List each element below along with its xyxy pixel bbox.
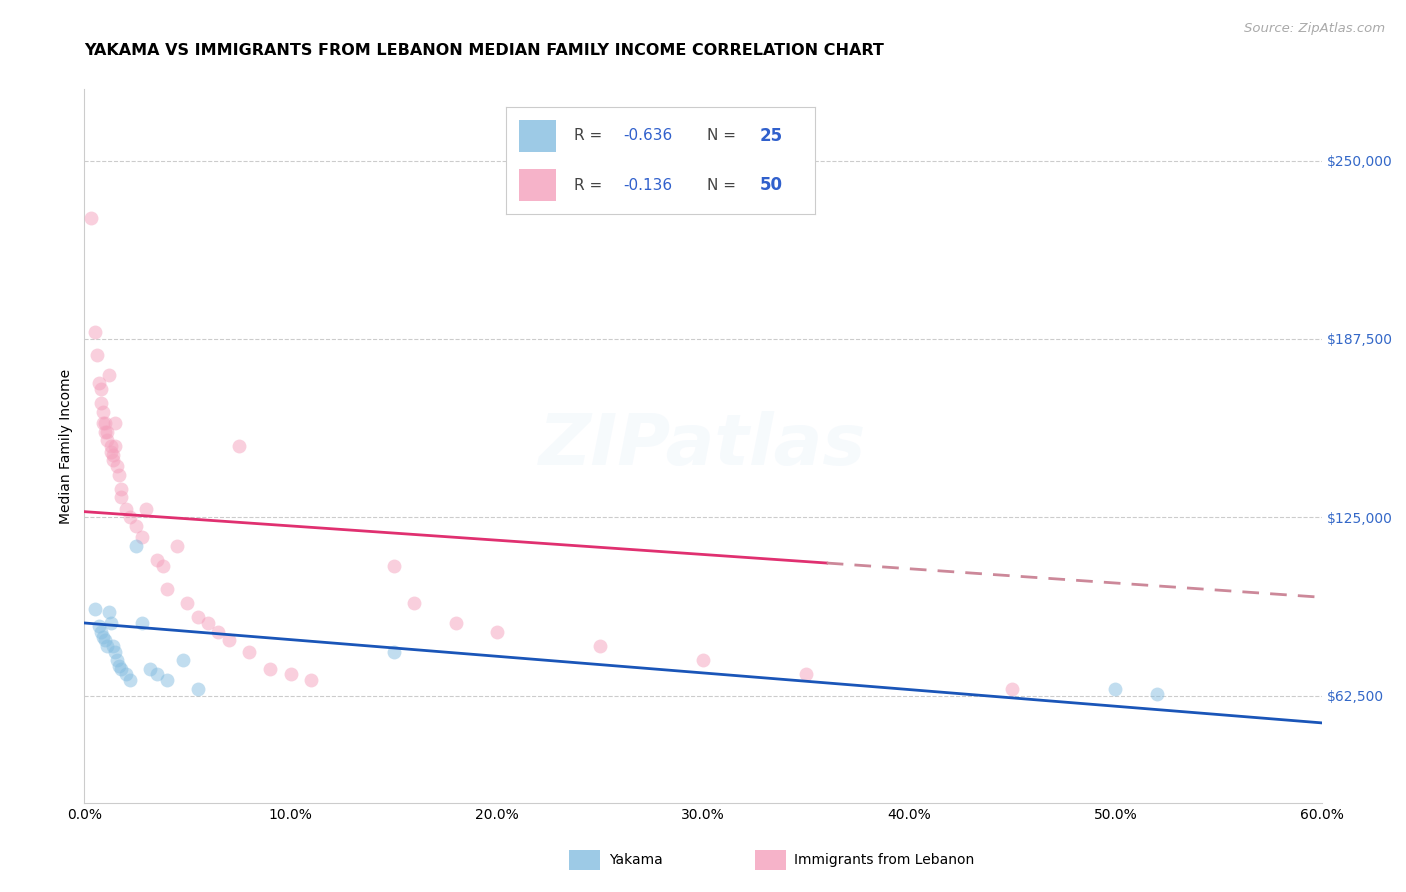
- Point: [589, 639, 612, 653]
- Point: [118, 673, 141, 687]
- Point: [110, 662, 132, 676]
- FancyBboxPatch shape: [519, 169, 555, 202]
- Point: [145, 553, 167, 567]
- Point: [98, 605, 121, 619]
- Point: [145, 667, 167, 681]
- Point: [197, 615, 219, 630]
- Point: [692, 653, 714, 667]
- Point: [118, 510, 141, 524]
- Point: [86, 348, 108, 362]
- Point: [87, 619, 110, 633]
- Text: Source: ZipAtlas.com: Source: ZipAtlas.com: [1244, 22, 1385, 36]
- Point: [96, 639, 118, 653]
- Point: [96, 434, 118, 448]
- Point: [90, 396, 112, 410]
- Point: [91, 405, 114, 419]
- Text: Yakama: Yakama: [609, 853, 662, 867]
- Point: [172, 653, 194, 667]
- Point: [444, 615, 467, 630]
- Point: [238, 644, 260, 658]
- Point: [382, 558, 405, 573]
- Point: [139, 662, 162, 676]
- Point: [90, 624, 112, 639]
- Point: [131, 615, 153, 630]
- Point: [83, 325, 105, 339]
- Point: [103, 639, 125, 653]
- Point: [110, 482, 132, 496]
- Point: [114, 501, 136, 516]
- Point: [87, 376, 110, 391]
- FancyBboxPatch shape: [519, 120, 555, 152]
- Point: [152, 558, 174, 573]
- Point: [156, 582, 179, 596]
- Point: [218, 633, 240, 648]
- Point: [1146, 687, 1168, 701]
- Point: [1001, 681, 1024, 696]
- Point: [108, 658, 131, 673]
- Point: [114, 667, 136, 681]
- Point: [94, 633, 117, 648]
- Point: [103, 453, 125, 467]
- Point: [79, 211, 101, 225]
- Text: N =: N =: [707, 128, 741, 144]
- Point: [100, 615, 122, 630]
- Point: [104, 439, 127, 453]
- Point: [100, 444, 122, 458]
- Point: [96, 425, 118, 439]
- Text: -0.136: -0.136: [624, 178, 673, 193]
- Point: [91, 630, 114, 644]
- Point: [94, 416, 117, 430]
- Point: [259, 662, 281, 676]
- Point: [100, 439, 122, 453]
- Text: -0.636: -0.636: [624, 128, 673, 144]
- Text: 50: 50: [759, 177, 783, 194]
- Point: [108, 467, 131, 482]
- Point: [228, 439, 250, 453]
- Point: [404, 596, 426, 610]
- Point: [382, 644, 405, 658]
- Point: [125, 539, 148, 553]
- Point: [135, 501, 157, 516]
- Point: [104, 644, 127, 658]
- Point: [105, 458, 128, 473]
- Point: [207, 624, 229, 639]
- Point: [91, 416, 114, 430]
- Point: [299, 673, 322, 687]
- Text: YAKAMA VS IMMIGRANTS FROM LEBANON MEDIAN FAMILY INCOME CORRELATION CHART: YAKAMA VS IMMIGRANTS FROM LEBANON MEDIAN…: [84, 43, 884, 58]
- Text: R =: R =: [574, 128, 607, 144]
- Point: [485, 624, 508, 639]
- Text: N =: N =: [707, 178, 741, 193]
- Point: [176, 596, 198, 610]
- Text: R =: R =: [574, 178, 607, 193]
- Text: ZIPatlas: ZIPatlas: [540, 411, 866, 481]
- Point: [83, 601, 105, 615]
- Point: [103, 448, 125, 462]
- Point: [104, 416, 127, 430]
- Point: [94, 425, 117, 439]
- Point: [105, 653, 128, 667]
- Point: [187, 610, 209, 624]
- Point: [280, 667, 302, 681]
- Point: [131, 530, 153, 544]
- Text: Immigrants from Lebanon: Immigrants from Lebanon: [794, 853, 974, 867]
- Y-axis label: Median Family Income: Median Family Income: [59, 368, 73, 524]
- Point: [110, 491, 132, 505]
- Point: [156, 673, 179, 687]
- Point: [1104, 681, 1126, 696]
- Point: [187, 681, 209, 696]
- Point: [90, 382, 112, 396]
- Point: [98, 368, 121, 382]
- Point: [794, 667, 817, 681]
- Point: [166, 539, 188, 553]
- Text: 25: 25: [759, 127, 783, 145]
- Point: [125, 519, 148, 533]
